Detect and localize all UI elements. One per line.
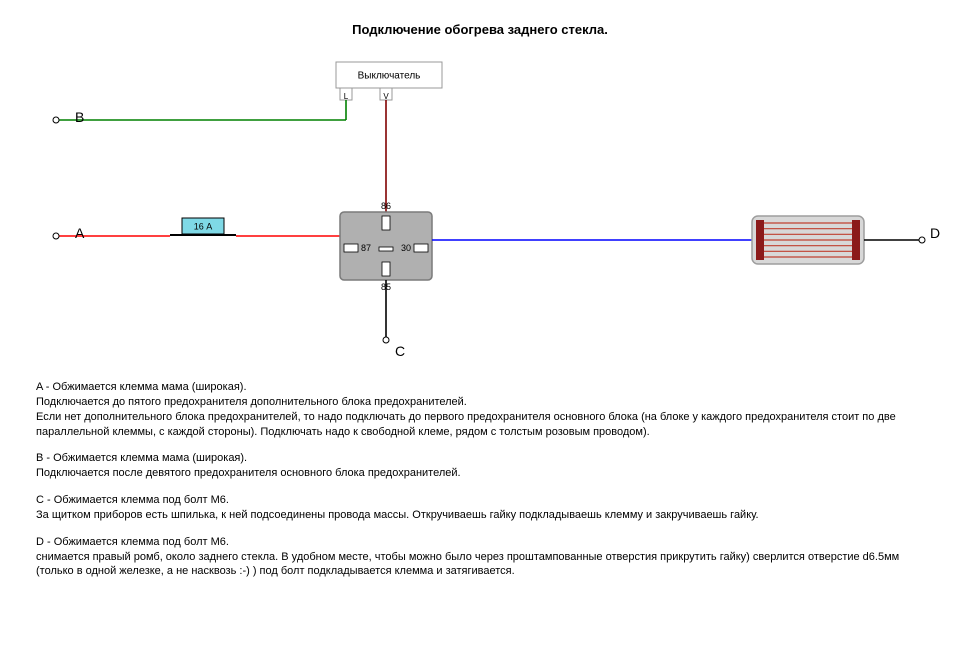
svg-text:V: V — [383, 92, 389, 101]
svg-text:16 А: 16 А — [194, 221, 213, 231]
wire-b-green — [53, 100, 346, 123]
desc-a: A - Обжимается клемма мама (широкая).Под… — [36, 380, 936, 439]
desc-d: D - Обжимается клемма под болт M6.снимае… — [36, 535, 936, 580]
desc-b: B - Обжимается клемма мама (широкая).Под… — [36, 451, 936, 481]
fuse-16a: 16 А — [170, 218, 236, 235]
relay: 86 87 30 85 — [340, 201, 432, 292]
endpoint-label-c: C — [395, 343, 405, 359]
svg-text:86: 86 — [381, 201, 391, 211]
rear-window-heater — [752, 216, 864, 264]
svg-text:Выключатель: Выключатель — [358, 71, 421, 82]
wire-d-black — [864, 237, 925, 243]
svg-text:87: 87 — [361, 243, 371, 253]
desc-c: C - Обжимается клемма под болт M6.За щит… — [36, 493, 936, 523]
endpoint-label-b: B — [75, 109, 84, 125]
switch: Выключатель L V — [336, 62, 442, 101]
endpoint-label-d: D — [930, 225, 940, 241]
wiring-diagram: Выключатель L V 16 А 86 87 30 — [0, 0, 960, 360]
endpoint-label-a: A — [75, 225, 84, 241]
svg-text:L: L — [344, 92, 349, 101]
svg-text:30: 30 — [401, 243, 411, 253]
description-block: A - Обжимается клемма мама (широкая).Под… — [36, 380, 936, 591]
